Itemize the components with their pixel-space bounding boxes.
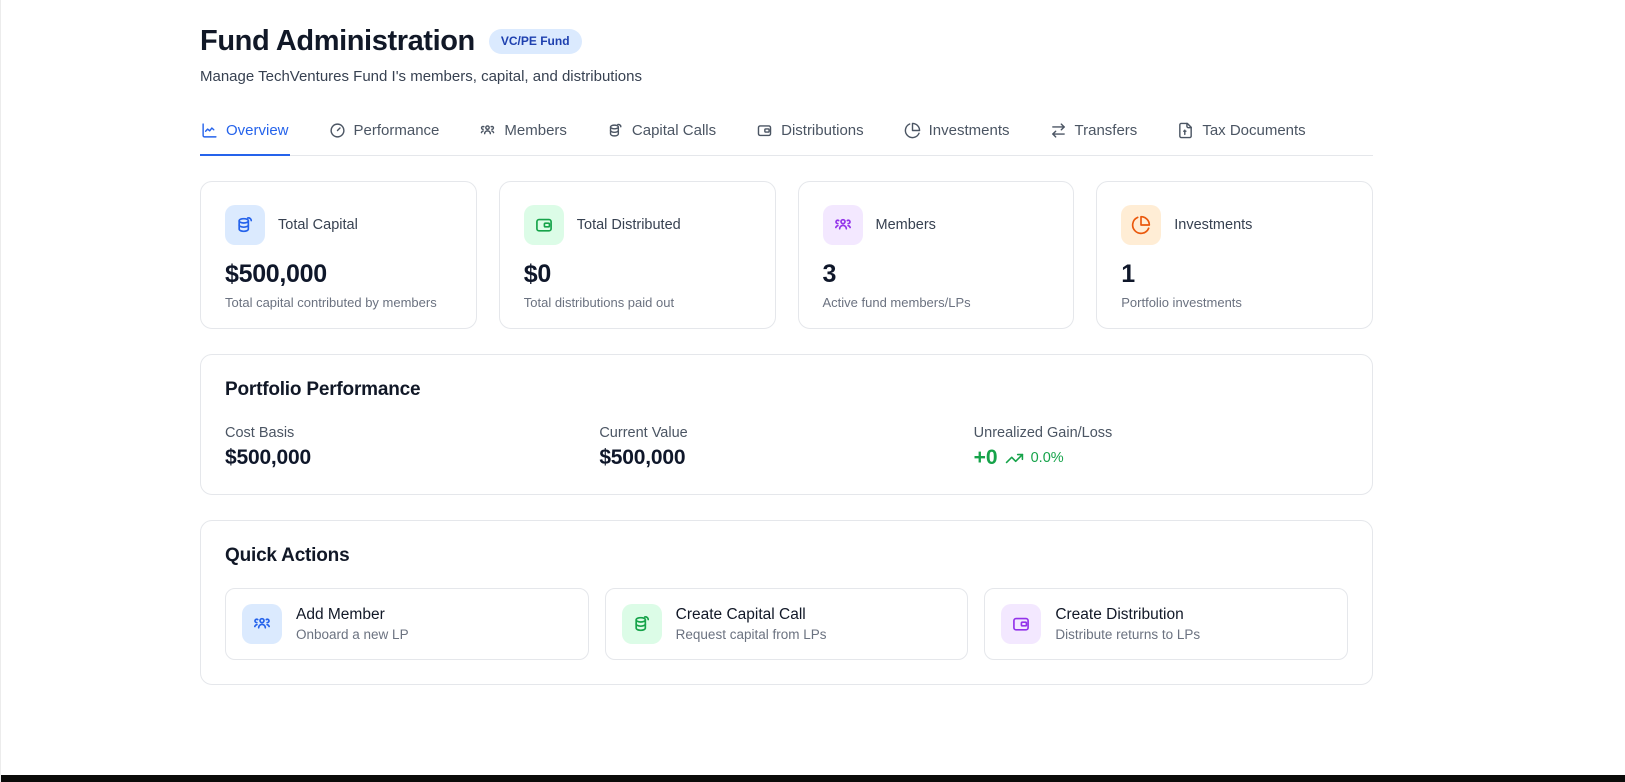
tab-label: Distributions: [781, 122, 864, 139]
stat-value: 1: [1121, 260, 1135, 288]
stat-label: Total Distributed: [576, 217, 681, 233]
tab-label: Capital Calls: [631, 122, 717, 139]
users-icon: [242, 604, 282, 644]
file-icon: [1179, 122, 1193, 139]
gauge-icon: [329, 123, 345, 138]
stat-value: $500,000: [225, 260, 327, 288]
tab-bar: Overview Performance Members Capital Cal…: [200, 118, 1373, 156]
coins-icon: [225, 205, 265, 245]
metric-label: Unrealized Gain/Loss: [973, 425, 1113, 441]
metric-label: Cost Basis: [225, 425, 295, 441]
tab-capital-calls[interactable]: Capital Calls: [606, 118, 717, 156]
gain-value: +0: [973, 446, 998, 469]
metric-value: $500,000: [599, 446, 686, 469]
tab-investments[interactable]: Investments: [903, 118, 1011, 156]
stat-card-members: Members 3 Active fund members/LPs: [797, 181, 1075, 329]
page-title: Fund Administration: [200, 25, 475, 57]
users-icon: [481, 125, 495, 135]
coins-icon: [609, 123, 622, 137]
action-label: Create Distribution: [1055, 606, 1184, 623]
metric-current-value: Current Value $500,000: [599, 425, 973, 470]
pie-chart-icon: [904, 122, 920, 139]
page-header: Fund Administration VC/PE Fund: [200, 25, 1373, 58]
stat-card-total-capital: Total Capital $500,000 Total capital con…: [200, 181, 477, 329]
tab-distributions[interactable]: Distributions: [755, 118, 865, 156]
tab-label: Overview: [226, 122, 289, 139]
coins-icon: [621, 604, 662, 644]
tab-label: Tax Documents: [1202, 122, 1306, 139]
tab-label: Transfers: [1074, 122, 1138, 139]
stat-value: $0: [523, 260, 552, 288]
metric-value: $500,000: [225, 446, 311, 469]
stat-label: Total Capital: [278, 217, 358, 233]
fund-admin-page: Fund Administration VC/PE Fund Manage Te…: [1, 0, 1373, 685]
tab-transfers[interactable]: Transfers: [1049, 118, 1139, 156]
stat-caption: Portfolio investments: [1121, 295, 1242, 310]
fund-type-badge: VC/PE Fund: [488, 29, 582, 54]
action-caption: Request capital from LPs: [675, 627, 827, 642]
stat-caption: Total distributions paid out: [523, 295, 675, 310]
tab-members[interactable]: Members: [478, 118, 568, 156]
metric-cost-basis: Cost Basis $500,000: [225, 425, 599, 470]
stat-value: 3: [822, 260, 837, 288]
gain-percent: 0.0%: [1030, 450, 1064, 466]
quick-actions-title: Quick Actions: [225, 545, 350, 566]
stat-label: Investments: [1174, 217, 1253, 233]
action-label: Add Member: [296, 606, 385, 623]
metric-unrealized-gain-loss: Unrealized Gain/Loss +0 0.0%: [974, 425, 1348, 470]
stat-caption: Total capital contributed by members: [225, 295, 437, 310]
tab-overview[interactable]: Overview: [200, 118, 290, 156]
trending-up-icon: [1005, 453, 1023, 463]
stat-label: Members: [875, 217, 936, 233]
create-capital-call-button[interactable]: Create Capital Call Request capital from…: [604, 588, 969, 660]
portfolio-performance-title: Portfolio Performance: [225, 379, 421, 400]
tab-label: Performance: [353, 122, 440, 139]
wallet-icon: [1001, 604, 1042, 644]
stat-caption: Active fund members/LPs: [822, 295, 971, 310]
taskbar-edge: [1, 775, 1625, 782]
action-caption: Distribute returns to LPs: [1055, 627, 1201, 642]
tab-label: Investments: [928, 122, 1010, 139]
action-label: Create Capital Call: [675, 606, 806, 623]
tab-label: Members: [504, 122, 567, 139]
action-caption: Onboard a new LP: [296, 627, 409, 642]
create-distribution-button[interactable]: Create Distribution Distribute returns t…: [984, 588, 1348, 660]
line-chart-icon: [202, 123, 217, 138]
wallet-icon: [757, 125, 772, 137]
users-icon: [822, 205, 863, 245]
pie-chart-icon: [1121, 205, 1162, 245]
page-subtitle: Manage TechVentures Fund I's members, ca…: [200, 68, 642, 85]
quick-actions-panel: Quick Actions Add Member Onboard a new L…: [200, 520, 1373, 685]
stat-card-row: Total Capital $500,000 Total capital con…: [200, 181, 1373, 329]
tab-tax-documents[interactable]: Tax Documents: [1176, 118, 1306, 156]
add-member-button[interactable]: Add Member Onboard a new LP: [225, 588, 589, 660]
wallet-icon: [523, 205, 564, 245]
metric-label: Current Value: [599, 425, 688, 441]
tab-performance[interactable]: Performance: [328, 118, 441, 156]
transfer-arrows-icon: [1051, 123, 1065, 138]
stat-card-investments: Investments 1 Portfolio investments: [1096, 181, 1373, 329]
stat-card-total-distributed: Total Distributed $0 Total distributions…: [498, 181, 776, 329]
portfolio-performance-panel: Portfolio Performance Cost Basis $500,00…: [200, 354, 1373, 495]
